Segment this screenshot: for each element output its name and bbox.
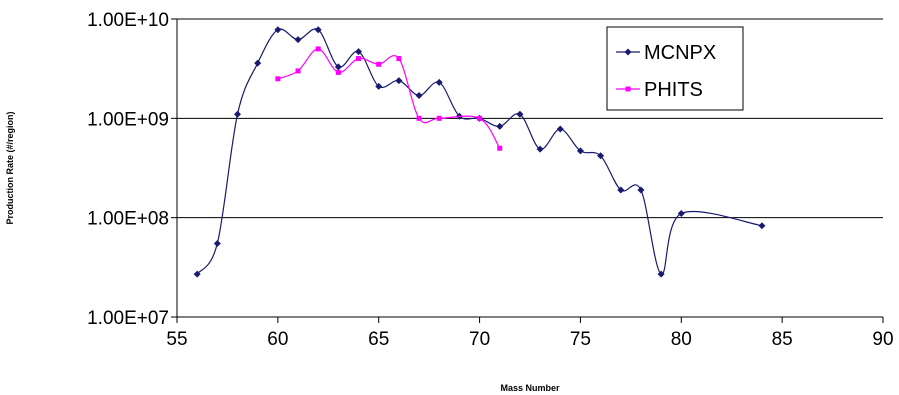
x-tick-label: 70 [469, 329, 490, 350]
x-tick-label: 65 [368, 329, 389, 350]
legend-marker [625, 86, 631, 92]
series-line-phits [277, 48, 501, 149]
series-layer [193, 26, 766, 278]
data-point-mcnpx [516, 110, 524, 118]
data-point-mcnpx [355, 48, 363, 56]
data-point-phits [356, 56, 362, 62]
y-axis-title: Production Rate (#/region) [5, 111, 15, 224]
y-tick-label: 1.00E+10 [87, 10, 169, 31]
data-point-mcnpx [294, 36, 302, 44]
x-tick-label: 80 [671, 329, 692, 350]
data-point-mcnpx [334, 63, 342, 71]
data-point-phits [416, 115, 422, 121]
legend-label: PHITS [644, 79, 703, 101]
data-point-mcnpx [274, 26, 282, 34]
data-point-mcnpx [375, 82, 383, 90]
data-point-phits [436, 115, 442, 121]
series-phits [275, 46, 503, 151]
data-point-mcnpx [556, 125, 564, 133]
data-point-phits [335, 69, 341, 75]
data-point-phits [275, 76, 281, 82]
data-point-mcnpx [435, 78, 443, 86]
data-point-mcnpx [677, 210, 685, 218]
data-point-mcnpx [193, 270, 201, 278]
data-point-mcnpx [657, 270, 665, 278]
x-tick-label: 75 [570, 329, 591, 350]
data-point-phits [477, 115, 483, 121]
series-mcnpx [193, 26, 766, 278]
data-point-mcnpx [254, 59, 262, 67]
axes [176, 19, 884, 323]
legend-marker [624, 48, 632, 56]
data-point-phits [315, 46, 321, 52]
data-point-phits [396, 56, 402, 62]
y-tick-label: 1.00E+09 [87, 109, 169, 130]
x-tick-label: 85 [772, 329, 793, 350]
data-point-mcnpx [234, 110, 242, 118]
x-tick-label: 55 [166, 329, 187, 350]
data-point-mcnpx [637, 186, 645, 194]
data-point-mcnpx [395, 77, 403, 85]
legend: MCNPX PHITS [606, 26, 744, 111]
data-point-phits [376, 61, 382, 67]
legend-item-mcnpx: MCNPX [616, 42, 716, 64]
data-point-mcnpx [758, 222, 766, 230]
legend-label: MCNPX [644, 42, 716, 64]
grid-lines [171, 18, 883, 318]
data-point-mcnpx [314, 26, 322, 34]
data-point-mcnpx [213, 239, 221, 247]
data-point-phits [497, 145, 503, 151]
y-tick-label: 1.00E+08 [87, 209, 169, 230]
data-point-mcnpx [617, 186, 625, 194]
data-point-mcnpx [597, 152, 605, 160]
y-tick-label: 1.00E+07 [87, 308, 169, 329]
tick-labels: 1.00E+07 1.00E+08 1.00E+09 1.00E+10 55 60 65 70… [87, 10, 893, 350]
data-point-mcnpx [415, 91, 423, 99]
legend-item-phits: PHITS [616, 79, 703, 101]
data-point-mcnpx [576, 147, 584, 155]
x-axis-title: Mass Number [500, 383, 560, 393]
x-tick-label: 90 [872, 329, 893, 350]
data-point-phits [295, 68, 301, 74]
data-point-mcnpx [536, 145, 544, 153]
x-tick-label: 60 [267, 329, 288, 350]
legend-box [606, 26, 744, 111]
data-point-mcnpx [496, 122, 504, 130]
